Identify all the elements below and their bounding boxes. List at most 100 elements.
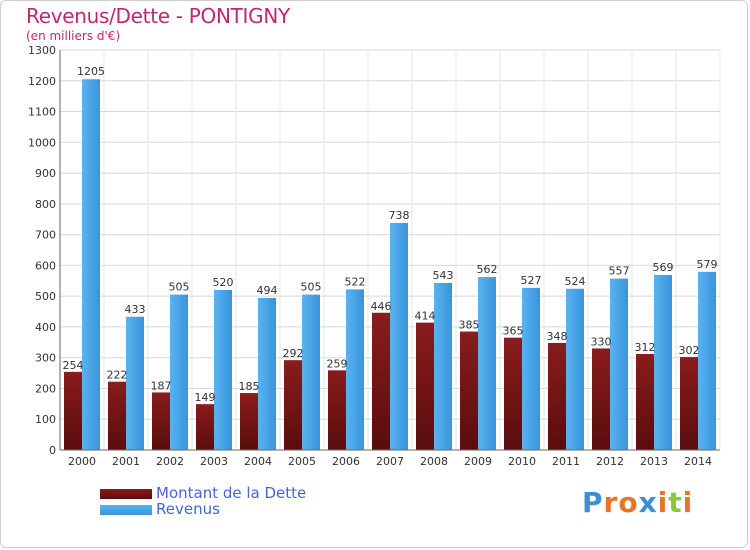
data-label-revenus-2014: 579: [697, 258, 718, 271]
chart-title: Revenus/Dette - PONTIGNY: [26, 4, 290, 28]
chart-subtitle: (en milliers d'€): [26, 29, 121, 43]
data-label-dette-2001: 222: [107, 369, 128, 382]
legend-swatch-revenus: [100, 505, 152, 515]
data-label-revenus-2002: 505: [169, 281, 190, 294]
logo-letter: x: [638, 486, 658, 519]
bar-revenus-2012: [610, 278, 628, 450]
y-tick-label: 100: [35, 413, 56, 426]
x-tick-label-2005: 2005: [288, 455, 316, 468]
data-label-dette-2010: 365: [503, 325, 524, 338]
data-label-dette-2007: 446: [371, 300, 392, 313]
data-label-revenus-2000: 1205: [77, 65, 105, 78]
bar-dette-2013: [636, 354, 654, 450]
data-label-revenus-2003: 520: [213, 276, 234, 289]
data-label-revenus-2006: 522: [345, 275, 366, 288]
data-label-dette-2002: 187: [151, 379, 172, 392]
legend-label-dette: Montant de la Dette: [156, 484, 307, 502]
x-tick-label-2000: 2000: [68, 455, 96, 468]
data-label-dette-2012: 330: [591, 335, 612, 348]
x-tick-label-2011: 2011: [552, 455, 580, 468]
data-label-dette-2008: 414: [415, 310, 436, 323]
data-label-revenus-2007: 738: [389, 209, 410, 222]
bar-dette-2009: [460, 331, 478, 450]
data-label-layer: 254 1205 222 433 187 505 149 520 185 494 292 505 259…: [63, 65, 718, 404]
bar-dette-2014: [680, 357, 698, 450]
y-tick-label: 500: [35, 290, 56, 303]
data-label-revenus-2010: 527: [521, 274, 542, 287]
bar-revenus-2006: [346, 289, 364, 450]
x-tick-label-2012: 2012: [596, 455, 624, 468]
bar-dette-2004: [240, 393, 258, 450]
proxiti-logo: Proxiti: [582, 486, 693, 519]
x-tick-label-2006: 2006: [332, 455, 360, 468]
data-label-dette-2013: 312: [635, 341, 656, 354]
y-tick-label: 800: [35, 198, 56, 211]
bar-dette-2012: [592, 348, 610, 450]
bar-revenus-2013: [654, 274, 672, 450]
logo-letter: t: [668, 486, 683, 519]
y-tick-label: 400: [35, 321, 56, 334]
y-tick-label: 1300: [28, 44, 56, 57]
data-label-revenus-2008: 543: [433, 269, 454, 282]
bar-layer: [64, 79, 716, 450]
x-tick-label-2003: 2003: [200, 455, 228, 468]
y-tick-label: 600: [35, 259, 56, 272]
bar-dette-2002: [152, 392, 170, 450]
x-tick-label-2010: 2010: [508, 455, 536, 468]
data-label-dette-2011: 348: [547, 330, 568, 343]
bar-dette-2008: [416, 322, 434, 450]
data-label-dette-2009: 385: [459, 319, 480, 332]
bar-revenus-2005: [302, 294, 320, 450]
bar-dette-2001: [108, 381, 126, 450]
y-tick-label: 300: [35, 352, 56, 365]
data-label-dette-2006: 259: [327, 357, 348, 370]
bar-dette-2010: [504, 337, 522, 450]
y-tick-label: 1200: [28, 75, 56, 88]
data-label-revenus-2012: 557: [609, 265, 630, 278]
bar-revenus-2010: [522, 287, 540, 450]
bar-dette-2003: [196, 404, 214, 450]
logo-letter: P: [582, 486, 604, 519]
y-tick-label: 0: [49, 444, 56, 457]
data-label-revenus-2004: 494: [257, 284, 278, 297]
bar-dette-2011: [548, 342, 566, 450]
data-label-revenus-2001: 433: [125, 303, 146, 316]
x-tick-label-2008: 2008: [420, 455, 448, 468]
data-label-revenus-2005: 505: [301, 281, 322, 294]
data-label-revenus-2013: 569: [653, 261, 674, 274]
x-tick-label-2001: 2001: [112, 455, 140, 468]
data-label-dette-2004: 185: [239, 380, 260, 393]
bar-revenus-2007: [390, 222, 408, 450]
data-label-dette-2005: 292: [283, 347, 304, 360]
bar-revenus-2014: [698, 271, 716, 450]
bar-revenus-2008: [434, 282, 452, 450]
x-tick-label-2014: 2014: [684, 455, 712, 468]
y-tick-label: 700: [35, 229, 56, 242]
bar-revenus-2002: [170, 294, 188, 450]
bar-dette-2000: [64, 371, 82, 450]
y-tick-label: 1100: [28, 106, 56, 119]
legend-swatch-dette: [100, 489, 152, 499]
x-tick-label-2002: 2002: [156, 455, 184, 468]
logo-letter: i: [657, 486, 669, 519]
x-tick-label-2004: 2004: [244, 455, 272, 468]
bar-revenus-2001: [126, 316, 144, 450]
bar-dette-2006: [328, 370, 346, 450]
y-tick-label: 1000: [28, 136, 56, 149]
data-label-dette-2000: 254: [63, 359, 84, 372]
bar-revenus-2009: [478, 277, 496, 450]
bar-revenus-2000: [82, 79, 100, 450]
x-tick-label-2013: 2013: [640, 455, 668, 468]
data-label-dette-2014: 302: [679, 344, 700, 357]
logo-letter: o: [618, 486, 639, 519]
bar-dette-2005: [284, 360, 302, 450]
x-tick-label-2009: 2009: [464, 455, 492, 468]
logo-letter: r: [603, 486, 619, 519]
axis-layer: 0 100 200 300 400 500 600 700 800 900 1000 1100 1200…: [28, 44, 720, 468]
logo-letter: i: [682, 486, 694, 519]
bar-revenus-2004: [258, 298, 276, 450]
bar-dette-2007: [372, 312, 390, 450]
bar-revenus-2003: [214, 290, 232, 450]
